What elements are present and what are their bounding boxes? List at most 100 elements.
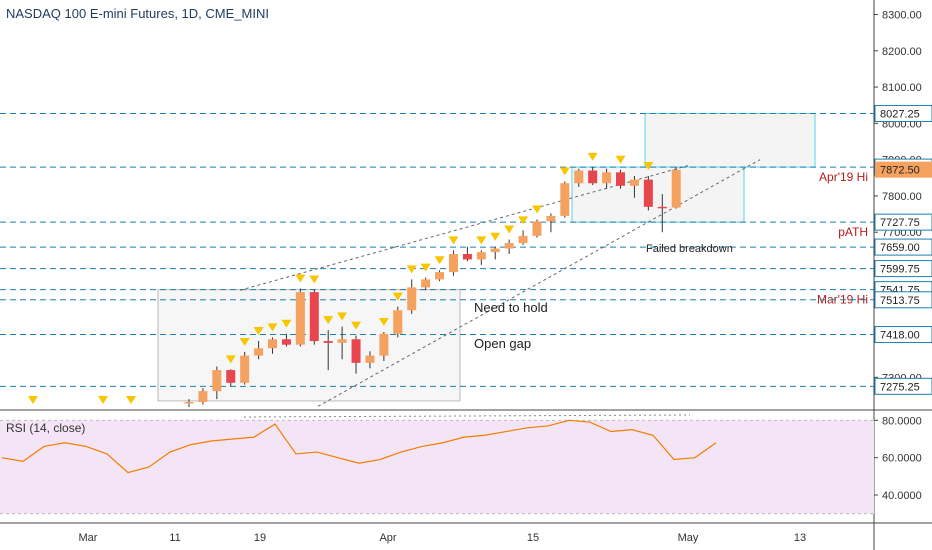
signal-marker bbox=[559, 167, 570, 176]
price-level-label: 7727.75 bbox=[880, 217, 920, 229]
upper-target-box bbox=[644, 112, 816, 168]
last-price-label: 7872.50 bbox=[880, 165, 920, 177]
candle-body bbox=[560, 183, 570, 216]
chart-title: NASDAQ 100 E-mini Futures, 1D, CME_MINI bbox=[6, 6, 269, 21]
price-level-label: 7418.00 bbox=[880, 330, 920, 342]
signal-marker bbox=[448, 236, 459, 245]
candle-body bbox=[281, 339, 291, 345]
candle-body bbox=[198, 391, 208, 403]
candle-body bbox=[532, 221, 542, 236]
candle-body bbox=[602, 172, 612, 184]
candle-body bbox=[629, 179, 639, 186]
signal-marker bbox=[323, 316, 334, 325]
candle-body bbox=[226, 370, 236, 383]
signal-marker bbox=[351, 321, 362, 330]
candle-body bbox=[476, 252, 486, 260]
signal-marker bbox=[378, 317, 389, 326]
price-level-tag bbox=[874, 213, 932, 231]
time-tick-label: 13 bbox=[794, 532, 806, 544]
signal-marker bbox=[225, 355, 236, 364]
price-level-tag bbox=[874, 377, 932, 395]
price-tick-label: 7800.00 bbox=[882, 191, 922, 203]
time-tick-label: 15 bbox=[527, 532, 539, 544]
signal-marker bbox=[281, 319, 292, 328]
candle-body bbox=[435, 272, 445, 280]
signal-marker bbox=[615, 155, 626, 164]
signal-marker bbox=[476, 236, 487, 245]
annotation-failed-breakdown: Failed breakdown bbox=[646, 243, 733, 255]
price-level-label: 7275.25 bbox=[880, 381, 920, 393]
signal-marker bbox=[309, 275, 320, 284]
price-level-label: 7513.75 bbox=[880, 295, 920, 307]
candle-body bbox=[448, 253, 458, 273]
candle-body bbox=[393, 310, 403, 334]
candle-body bbox=[309, 292, 319, 342]
candle-body bbox=[546, 215, 556, 222]
price-level-label: 7599.75 bbox=[880, 264, 920, 276]
signal-marker bbox=[406, 265, 417, 274]
signal-marker bbox=[587, 152, 598, 161]
price-level-label: 7659.00 bbox=[880, 242, 920, 254]
candle-body bbox=[421, 279, 431, 288]
signal-marker bbox=[239, 337, 250, 346]
price-level-tag bbox=[874, 104, 932, 122]
rsi-tick-label: 40.0000 bbox=[882, 490, 922, 502]
signal-marker bbox=[490, 232, 501, 241]
candle-body bbox=[643, 179, 653, 207]
signal-marker bbox=[504, 225, 515, 234]
candle-body bbox=[212, 370, 222, 392]
signal-marker bbox=[420, 263, 431, 272]
rsi-band bbox=[0, 420, 874, 514]
price-level-tag bbox=[874, 291, 932, 309]
last-price-tag bbox=[875, 161, 932, 178]
candle-body bbox=[574, 170, 584, 184]
rsi-tick-label: 80.0000 bbox=[882, 415, 922, 427]
price-tick-label: 8300.00 bbox=[882, 10, 922, 22]
signal-marker bbox=[532, 205, 542, 214]
price-level-tag bbox=[874, 238, 932, 256]
candle-body bbox=[657, 206, 667, 209]
rsi-tick-label: 60.0000 bbox=[882, 453, 922, 465]
candle-body bbox=[616, 172, 626, 186]
price-level-tag bbox=[874, 260, 932, 278]
signal-marker bbox=[434, 256, 445, 265]
price-level-tag bbox=[874, 326, 932, 344]
candle-body bbox=[240, 355, 250, 383]
candle-body bbox=[268, 339, 278, 349]
candle-body bbox=[588, 170, 598, 184]
rsi-line bbox=[1, 419, 717, 474]
price-tick-label: 8100.00 bbox=[882, 82, 922, 94]
signal-marker bbox=[518, 216, 529, 225]
candle-body bbox=[254, 348, 264, 356]
time-tick-label: 11 bbox=[169, 532, 180, 544]
candle-body bbox=[518, 235, 528, 244]
candle-body bbox=[671, 169, 681, 208]
wedge-lower-line bbox=[317, 159, 761, 407]
signal-marker bbox=[253, 327, 264, 336]
candle-body bbox=[295, 292, 305, 345]
candle-body bbox=[337, 339, 347, 343]
time-tick-label: 19 bbox=[254, 532, 266, 544]
annotation-open-gap: Open gap bbox=[474, 336, 531, 351]
candle-body bbox=[504, 243, 514, 249]
price-tick-label: 8200.00 bbox=[882, 46, 922, 58]
candle-body bbox=[184, 402, 194, 404]
signal-marker bbox=[295, 274, 306, 283]
time-tick-label: Mar bbox=[79, 532, 98, 544]
candle-body bbox=[379, 333, 389, 356]
candle-body bbox=[462, 253, 472, 260]
rsi-divergence-line bbox=[243, 414, 691, 418]
price-level-note: Apr'19 Hi bbox=[819, 170, 868, 184]
annotation-need-to-hold: Need to hold bbox=[474, 300, 548, 315]
signal-marker bbox=[643, 161, 654, 170]
signal-marker bbox=[126, 396, 136, 404]
candle-body bbox=[407, 287, 417, 311]
candle-body bbox=[365, 355, 375, 363]
signal-marker bbox=[267, 323, 278, 332]
signal-marker bbox=[28, 396, 38, 404]
time-tick-label: Apr bbox=[379, 532, 396, 544]
candle-body bbox=[323, 341, 333, 343]
rsi-title: RSI (14, close) bbox=[6, 421, 86, 435]
price-level-label: 8027.25 bbox=[880, 108, 920, 120]
